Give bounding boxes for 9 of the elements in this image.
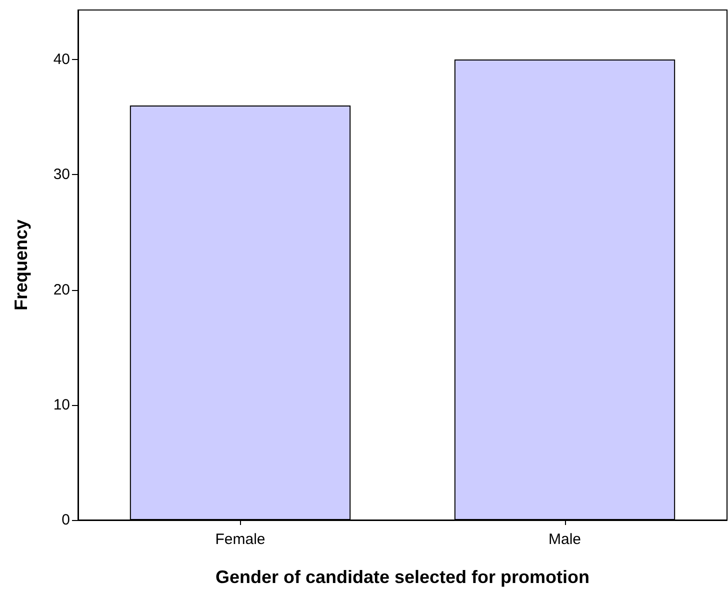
y-tick-label: 0: [62, 512, 70, 528]
x-tick-label: Female: [215, 531, 266, 548]
y-tick-label: 20: [53, 281, 70, 298]
x-tick-label: Male: [548, 531, 582, 548]
y-axis-title: Frequency: [11, 219, 31, 311]
x-axis-title: Gender of candidate selected for promotion: [215, 567, 590, 587]
y-tick-label: 30: [53, 166, 70, 184]
y-tick-label: 40: [53, 51, 70, 68]
y-tick-label: 10: [53, 396, 70, 414]
